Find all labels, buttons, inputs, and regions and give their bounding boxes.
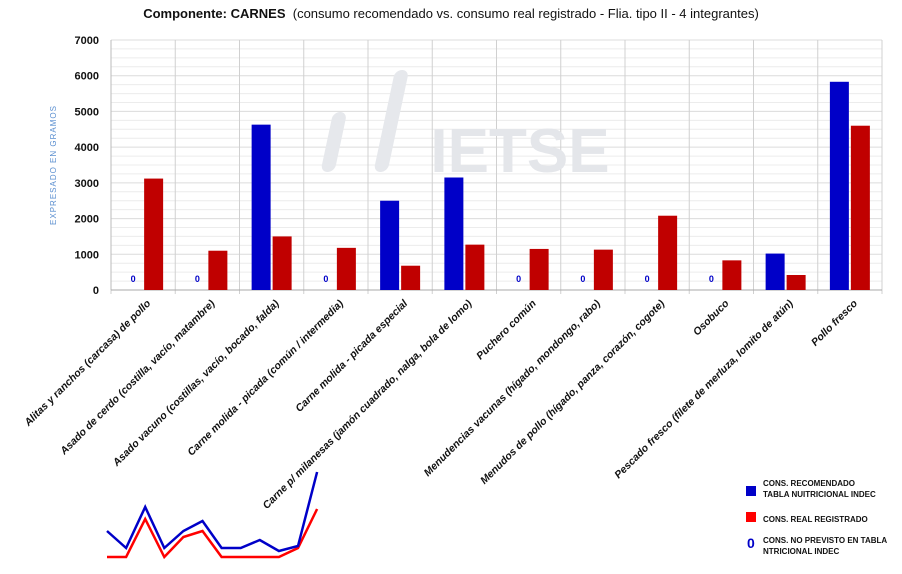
title-bold: Componente: CARNES xyxy=(143,6,286,21)
y-tick-label: 4000 xyxy=(75,142,99,154)
zero-label: 0 xyxy=(323,274,328,284)
sparkline-red xyxy=(107,508,319,560)
bar-real xyxy=(208,250,228,290)
bar-recomendado xyxy=(380,200,400,290)
bar-real xyxy=(593,249,613,290)
x-tick-label: Pollo fresco xyxy=(809,297,860,348)
y-tick-label: 7000 xyxy=(75,35,99,47)
y-axis-label: EXPRESADO EN GRAMOS xyxy=(49,105,58,225)
watermark-mark xyxy=(374,70,408,172)
watermark-mark xyxy=(321,112,346,172)
y-tick-label: 2000 xyxy=(75,214,99,226)
zero-label: 0 xyxy=(709,274,714,284)
legend-zero-line1: CONS. NO PREVISTO EN TABLA xyxy=(763,536,888,545)
bar-real xyxy=(401,265,421,290)
legend-blue-line1: CONS. RECOMENDADO xyxy=(763,479,856,488)
bar-recomendado xyxy=(829,81,849,291)
legend-swatch-red xyxy=(746,512,756,522)
x-tick-label: Carne p/ milanesas (jamón cuadrado, nalg… xyxy=(261,297,475,511)
legend-swatch-blue xyxy=(746,486,756,496)
legend-red: CONS. REAL REGISTRADO xyxy=(763,515,868,524)
bar-recomendado xyxy=(251,124,271,291)
y-tick-label: 5000 xyxy=(75,106,99,118)
x-tick-label: Carne molida - picada especial xyxy=(293,297,411,415)
y-tick-label: 3000 xyxy=(75,178,99,190)
zero-label: 0 xyxy=(131,274,136,284)
bar-recomendado xyxy=(444,177,464,290)
watermark: IETSE xyxy=(430,117,609,186)
legend-blue-line2: TABLA NUITRICIONAL INDEC xyxy=(763,490,876,499)
x-tick-label: Osobuco xyxy=(691,297,732,338)
legend-zero-symbol: 0 xyxy=(747,535,755,551)
zero-label: 0 xyxy=(580,274,585,284)
title-rest: (consumo recomendado vs. consumo real re… xyxy=(292,6,759,21)
bar-real xyxy=(529,248,549,290)
legend-zero-line2: NTRICIONAL INDEC xyxy=(763,547,840,556)
y-tick-label: 6000 xyxy=(75,71,99,83)
y-tick-label: 1000 xyxy=(75,249,99,261)
zero-label: 0 xyxy=(645,274,650,284)
bar-real xyxy=(272,236,292,290)
bar-real xyxy=(850,125,870,290)
sparkline-blue xyxy=(106,471,319,553)
bar-real xyxy=(658,215,678,290)
bar-real xyxy=(465,244,485,290)
bar-recomendado xyxy=(765,253,785,290)
bar-real xyxy=(336,247,356,290)
zero-label: 0 xyxy=(195,274,200,284)
x-tick-label: Puchero común xyxy=(474,298,539,363)
bar-real xyxy=(786,275,806,290)
bar-real xyxy=(722,260,742,290)
bar-real xyxy=(144,178,164,290)
x-tick-label: Alitas y ranchos (carcasa) de pollo xyxy=(22,297,154,429)
zero-label: 0 xyxy=(516,274,521,284)
chart-title: Componente: CARNES (consumo recomendado … xyxy=(0,6,902,21)
y-tick-label: 0 xyxy=(93,285,99,297)
